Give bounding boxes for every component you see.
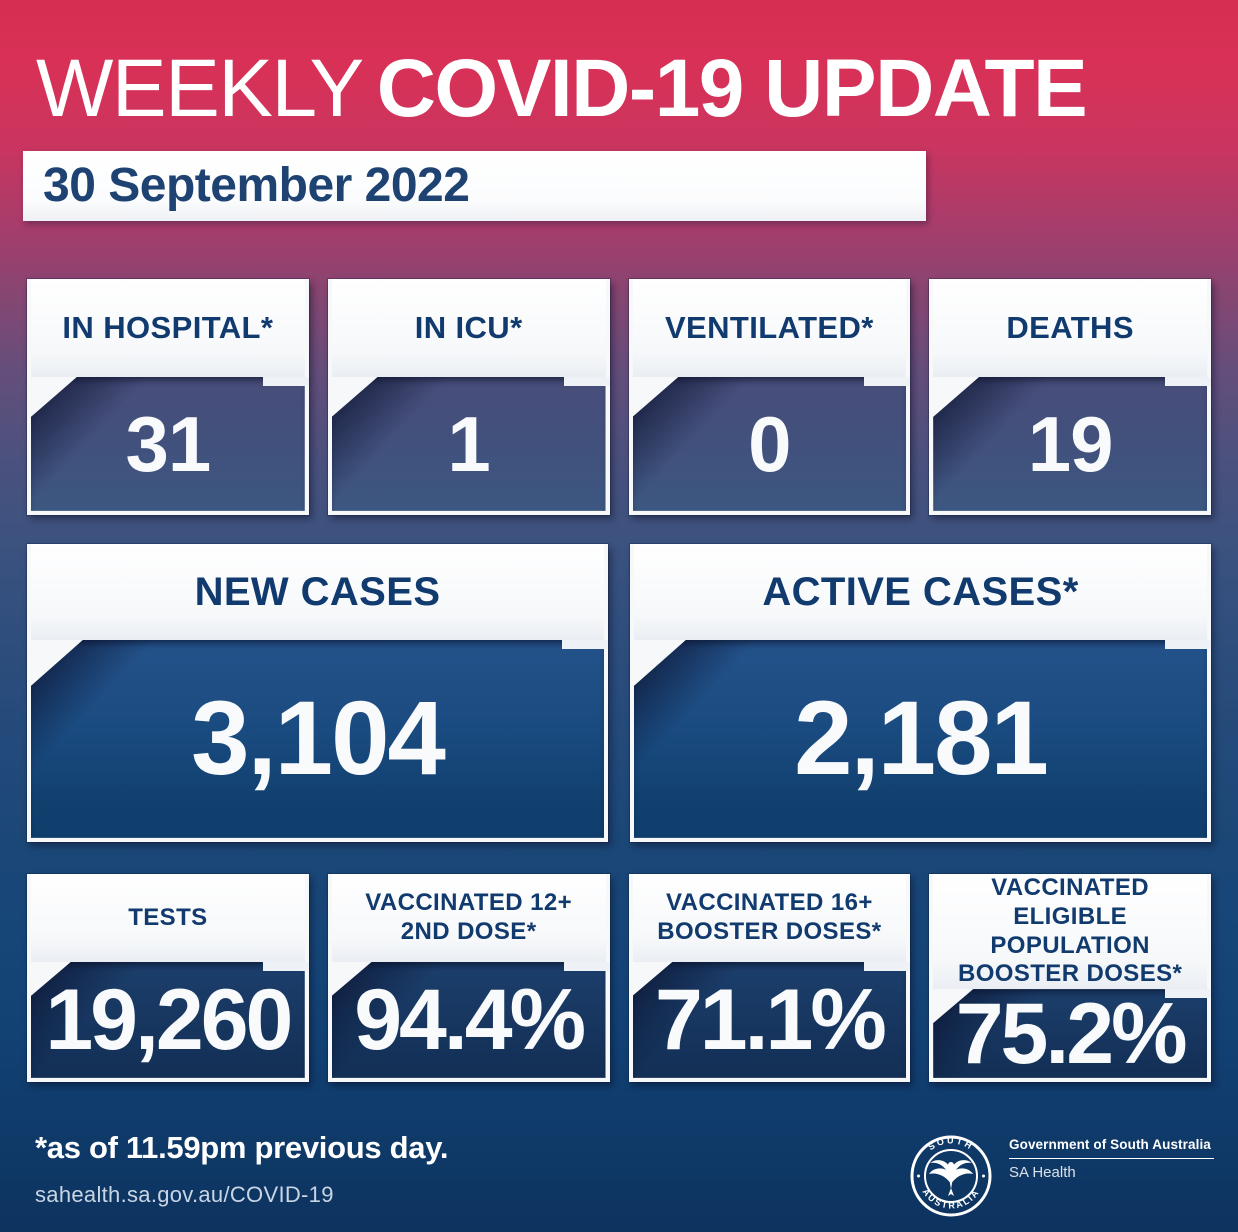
card-label: VENTILATED* bbox=[664, 310, 874, 346]
card-header: VACCINATED 12+ 2ND DOSE* bbox=[331, 873, 610, 971]
stats-row-middle: NEW CASES 3,104 ACTIVE CASES* 2,181 bbox=[27, 543, 1211, 842]
card-vaccinated-16-booster: VACCINATED 16+ BOOSTER DOSES* 71.1% bbox=[628, 873, 911, 1082]
card-body: 31 bbox=[31, 376, 305, 511]
card-value: 19 bbox=[1027, 399, 1114, 488]
card-header: DEATHS bbox=[933, 278, 1211, 386]
card-value: 94.4% bbox=[354, 971, 586, 1068]
card-body: 71.1% bbox=[632, 961, 907, 1078]
card-body: 2,181 bbox=[634, 639, 1207, 838]
footer: *as of 11.59pm previous day. sahealth.sa… bbox=[35, 1130, 1214, 1218]
card-vaccinated-12-2nd-dose: VACCINATED 12+ 2ND DOSE* 94.4% bbox=[327, 873, 610, 1082]
card-value: 2,181 bbox=[794, 680, 1049, 798]
card-body: 3,104 bbox=[31, 639, 604, 838]
card-active-cases: ACTIVE CASES* 2,181 bbox=[630, 543, 1211, 842]
card-in-hospital: IN HOSPITAL* 31 bbox=[27, 278, 309, 515]
card-label: NEW CASES bbox=[194, 569, 441, 614]
card-body: 75.2% bbox=[933, 989, 1207, 1078]
logo-divider-line bbox=[1009, 1157, 1214, 1159]
card-header: VENTILATED* bbox=[632, 278, 910, 386]
card-label: IN ICU* bbox=[414, 310, 523, 346]
piping-shrike-bird-icon bbox=[929, 1160, 973, 1196]
card-value: 3,104 bbox=[191, 680, 446, 798]
card-new-cases: NEW CASES 3,104 bbox=[27, 543, 608, 842]
card-value: 1 bbox=[447, 399, 490, 488]
card-label: DEATHS bbox=[1006, 310, 1134, 346]
card-ventilated: VENTILATED* 0 bbox=[628, 278, 911, 515]
government-of-south-australia-label: Government of South Australia bbox=[1009, 1136, 1211, 1152]
title-weekly: WEEKLY bbox=[36, 43, 364, 134]
card-body: 1 bbox=[331, 376, 606, 511]
card-value: 75.2% bbox=[955, 985, 1188, 1082]
card-value: 0 bbox=[748, 399, 791, 488]
card-label: TESTS bbox=[128, 903, 208, 931]
footer-left: *as of 11.59pm previous day. sahealth.sa… bbox=[35, 1130, 448, 1208]
card-label: IN HOSPITAL* bbox=[62, 310, 274, 346]
page-title: WEEKLY COVID-19 UPDATE bbox=[36, 43, 1208, 134]
card-value: 71.1% bbox=[654, 971, 887, 1068]
card-tests: TESTS 19,260 bbox=[27, 873, 309, 1082]
card-header: VACCINATED 16+ BOOSTER DOSES* bbox=[632, 873, 910, 971]
sa-health-label: SA Health bbox=[1009, 1163, 1076, 1181]
card-body: 19 bbox=[933, 376, 1207, 511]
card-label: ACTIVE CASES* bbox=[762, 569, 1079, 614]
card-header: IN HOSPITAL* bbox=[31, 278, 309, 386]
card-body: 0 bbox=[632, 376, 907, 511]
card-value: 19,260 bbox=[45, 971, 293, 1068]
title-covid-update: COVID-19 UPDATE bbox=[376, 43, 1088, 134]
report-date: 30 September 2022 bbox=[43, 159, 470, 213]
card-deaths: DEATHS 19 bbox=[929, 278, 1211, 515]
card-value: 31 bbox=[125, 399, 211, 488]
card-label: VACCINATED 12+ 2ND DOSE* bbox=[365, 889, 572, 945]
sahealth-url: sahealth.sa.gov.au/COVID-19 bbox=[35, 1181, 334, 1207]
stats-row-top: IN HOSPITAL* 31 IN ICU* 1 VENTILATED* 0 bbox=[27, 278, 1211, 515]
card-header: VACCINATED ELIGIBLE POPULATION BOOSTER D… bbox=[933, 873, 1211, 999]
stats-row-bottom: TESTS 19,260 VACCINATED 12+ 2ND DOSE* 94… bbox=[27, 873, 1211, 1082]
card-header: IN ICU* bbox=[331, 278, 610, 386]
card-label: VACCINATED ELIGIBLE POPULATION BOOSTER D… bbox=[957, 873, 1183, 988]
card-vaccinated-eligible-booster: VACCINATED ELIGIBLE POPULATION BOOSTER D… bbox=[929, 873, 1211, 1082]
card-header: TESTS bbox=[31, 873, 309, 971]
sa-government-logo: SOUTH AUSTRALIA Government of South Aust… bbox=[909, 1134, 1214, 1218]
government-text-block: Government of South Australia SA Health bbox=[1009, 1134, 1214, 1181]
footnote-as-of: *as of 11.59pm previous day. bbox=[35, 1129, 449, 1165]
card-in-icu: IN ICU* 1 bbox=[327, 278, 610, 515]
card-header: NEW CASES bbox=[31, 543, 608, 649]
piping-shrike-emblem-icon: SOUTH AUSTRALIA bbox=[910, 1135, 992, 1217]
card-label: VACCINATED 16+ BOOSTER DOSES* bbox=[657, 889, 882, 945]
card-body: 19,260 bbox=[31, 961, 305, 1078]
card-body: 94.4% bbox=[331, 961, 606, 1078]
card-header: ACTIVE CASES* bbox=[634, 543, 1211, 649]
date-banner: 30 September 2022 bbox=[23, 150, 926, 221]
